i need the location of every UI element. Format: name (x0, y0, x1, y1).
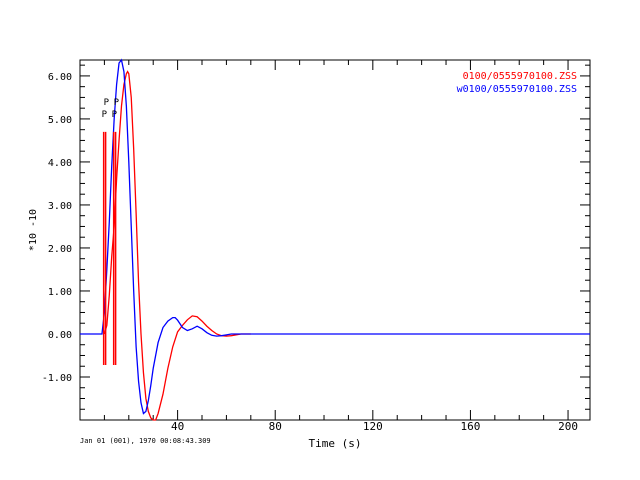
y-tick-label: 0.00 (48, 330, 72, 341)
x-axis-label: Time (s) (309, 437, 362, 450)
y-tick-label: 6.00 (48, 72, 72, 83)
x-tick-label: 40 (171, 420, 184, 433)
y-tick-label: 1.00 (48, 287, 72, 298)
legend-entry-1: w0100/0555970100.ZSS (457, 84, 577, 95)
y-tick-label: -1.00 (42, 373, 72, 384)
series-line-0 (103, 70, 251, 421)
footer-timestamp: Jan 01 (001), 1970 00:08:43.309 (80, 437, 211, 445)
series-line-1 (80, 58, 590, 415)
x-tick-label: 80 (269, 420, 282, 433)
pick-label: P (112, 110, 118, 120)
x-tick-label: 160 (460, 420, 480, 433)
pick-label: P (104, 98, 110, 108)
legend-entry-0: 0100/0555970100.ZSS (463, 71, 577, 82)
pick-label: P (114, 98, 120, 108)
plot-frame (79, 59, 591, 421)
y-tick-label: 5.00 (48, 115, 72, 126)
y-tick-label: 4.00 (48, 158, 72, 169)
y-axis-label: *10 -10 (28, 209, 39, 251)
y-tick-label: 2.00 (48, 244, 72, 255)
x-tick-label: 200 (558, 420, 578, 433)
pick-label: P (102, 110, 108, 120)
y-tick-label: 3.00 (48, 201, 72, 212)
x-tick-label: 120 (363, 420, 383, 433)
